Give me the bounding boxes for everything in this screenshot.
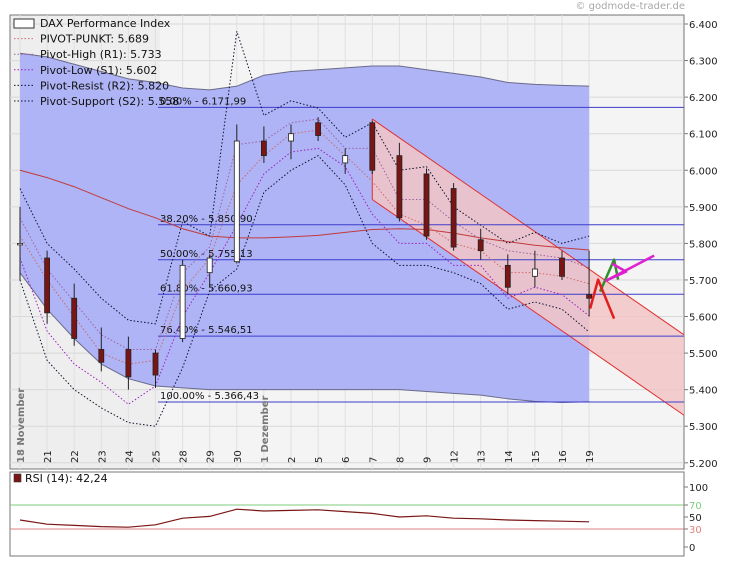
legend-entry-label: DAX Performance Index bbox=[40, 17, 171, 30]
fib-level-label: 61.80% - 5.660,93 bbox=[160, 283, 253, 294]
bollinger-lower-line bbox=[19, 272, 590, 403]
candle-body bbox=[44, 257, 50, 314]
candle-body bbox=[423, 173, 430, 237]
watermark-text: © godmode-trader.de bbox=[575, 1, 686, 12]
x-tick-label: 8 bbox=[395, 457, 406, 463]
candle-body bbox=[179, 264, 186, 339]
legend-entry-label: Pivot-Support (S2): 5.558 bbox=[40, 95, 179, 108]
candle-body bbox=[71, 297, 78, 339]
y-tick-label: 5.600 bbox=[689, 313, 718, 324]
candle-body bbox=[559, 257, 565, 277]
candle-body bbox=[396, 155, 403, 219]
x-tick-label: 16 bbox=[558, 450, 569, 463]
x-tick-label: 18 November bbox=[16, 388, 27, 463]
fib-level-label: 0.00% - 6.171,99 bbox=[160, 96, 246, 107]
y-tick-label: 5.400 bbox=[689, 386, 718, 397]
rsi-y-tick-label: 50 bbox=[689, 513, 702, 524]
x-tick-label: 9 bbox=[423, 457, 434, 463]
red-down-arrow bbox=[588, 278, 616, 320]
x-tick-label: 25 bbox=[152, 450, 163, 463]
x-tick-label: 24 bbox=[124, 450, 135, 463]
y-tick-label: 5.200 bbox=[689, 459, 718, 470]
candle-body bbox=[342, 155, 349, 164]
x-tick-label: 23 bbox=[97, 450, 108, 463]
y-tick-label: 5.500 bbox=[689, 349, 718, 360]
fib-level-label: 100.00% - 5.366,43 bbox=[160, 391, 259, 402]
candle-body bbox=[369, 122, 376, 171]
candle-body bbox=[315, 122, 322, 136]
candle-body bbox=[288, 133, 294, 142]
x-tick-label: 6 bbox=[341, 457, 352, 463]
rsi-line bbox=[19, 508, 590, 528]
candle-body bbox=[586, 294, 592, 299]
candle-body bbox=[504, 264, 511, 288]
candle-body bbox=[98, 349, 105, 363]
fib-level-label: 76.40% - 5.546,51 bbox=[160, 325, 253, 336]
x-tick-label: 1 Dezember bbox=[260, 396, 271, 463]
candle-body bbox=[17, 242, 23, 246]
legend-box-swatch bbox=[13, 18, 35, 29]
rsi-y-tick-label: 70 bbox=[689, 501, 702, 512]
x-tick-label: 29 bbox=[206, 450, 217, 463]
rsi-y-tick-label: 30 bbox=[689, 525, 702, 536]
y-tick-label: 5.700 bbox=[689, 276, 718, 287]
candle-body bbox=[125, 349, 132, 378]
rsi-title: RSI (14): 42,24 bbox=[25, 472, 108, 485]
fib-level-label: 50.00% - 5.755,13 bbox=[160, 249, 253, 260]
trend-channel-fill bbox=[372, 119, 684, 416]
legend: DAX Performance Index PIVOT-PUNKT: 5.689 P… bbox=[13, 17, 179, 108]
x-tick-label: 30 bbox=[233, 450, 244, 463]
fib-level-label: 38.20% - 5.850,90 bbox=[160, 214, 253, 225]
x-tick-label: 15 bbox=[531, 450, 542, 463]
rsi-legend-swatch bbox=[13, 473, 22, 483]
rsi-y-tick-label: 100 bbox=[689, 483, 708, 494]
candle-body bbox=[260, 140, 267, 157]
pivot-s2-line bbox=[19, 155, 590, 427]
x-tick-label: 21 bbox=[43, 450, 54, 463]
x-tick-label: 5 bbox=[314, 457, 325, 463]
legend-entry-label: Pivot-High (R1): 5.733 bbox=[40, 48, 162, 61]
candle-body bbox=[152, 352, 159, 376]
y-tick-label: 5.900 bbox=[689, 203, 718, 214]
y-tick-label: 6.400 bbox=[689, 20, 718, 31]
x-tick-label: 28 bbox=[179, 450, 190, 463]
legend-entry-label: Pivot-Low (S1): 5.602 bbox=[40, 64, 157, 77]
y-tick-label: 6.000 bbox=[689, 166, 718, 177]
moving-average-line bbox=[19, 169, 590, 251]
y-tick-label: 6.100 bbox=[689, 130, 718, 141]
candle-body bbox=[477, 239, 484, 252]
magenta-arrow bbox=[604, 254, 655, 282]
x-tick-label: 12 bbox=[450, 450, 461, 463]
green-up-arrow bbox=[598, 258, 620, 293]
pivot-r1-line bbox=[19, 118, 590, 350]
x-tick-label: 14 bbox=[504, 450, 515, 463]
pivot-s1-line bbox=[19, 147, 590, 405]
x-tick-label: 13 bbox=[477, 450, 488, 463]
x-tick-label: 7 bbox=[368, 457, 379, 463]
y-tick-label: 6.300 bbox=[689, 57, 718, 68]
x-tick-label: 19 bbox=[585, 450, 596, 463]
y-tick-label: 6.200 bbox=[689, 93, 718, 104]
candle-body bbox=[532, 268, 538, 277]
rsi-panel-frame bbox=[9, 471, 685, 557]
y-tick-label: 5.300 bbox=[689, 422, 718, 433]
rsi-y-tick-label: 0 bbox=[689, 543, 695, 554]
pivot-point-line bbox=[19, 129, 590, 365]
bollinger-band-fill bbox=[20, 53, 590, 403]
legend-entry-label: PIVOT-PUNKT: 5.689 bbox=[40, 33, 149, 46]
candle-body bbox=[450, 188, 457, 248]
candle-body bbox=[206, 257, 213, 274]
candle-body bbox=[233, 140, 240, 263]
bollinger-upper-line bbox=[19, 52, 590, 91]
x-tick-label: 2 bbox=[287, 457, 298, 463]
trend-channel-upper-line bbox=[372, 118, 685, 336]
legend-entry-label: Pivot-Resist (R2): 5.820 bbox=[40, 79, 169, 92]
y-tick-label: 5.800 bbox=[689, 239, 718, 250]
x-tick-label: 22 bbox=[70, 450, 81, 463]
